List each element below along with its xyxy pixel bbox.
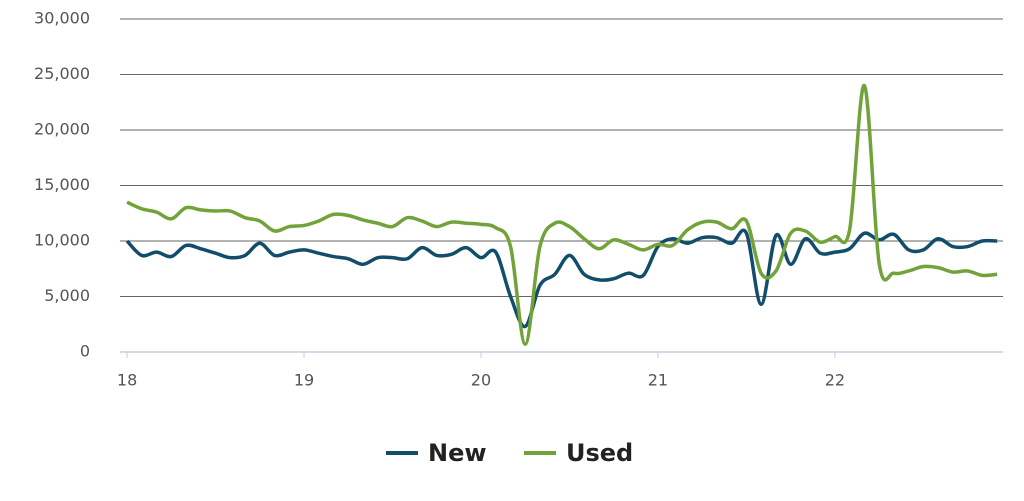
y-tick-label: 0 [80,342,90,361]
y-tick-label: 20,000 [34,120,90,139]
x-tick-label: 19 [294,371,314,390]
y-tick-label: 25,000 [34,64,90,83]
y-tick-label: 5,000 [44,286,90,305]
line-series [125,228,998,329]
x-tick-label: 22 [825,371,845,390]
x-tick-label: 20 [471,371,491,390]
legend-text: New [428,439,487,467]
line-series [126,83,998,346]
x-tick-label: 18 [117,371,137,390]
x-tick-label: 21 [648,371,668,390]
y-tick-label: 30,000 [34,9,90,28]
y-tick-label: 15,000 [34,175,90,194]
y-tick-label: 10,000 [34,231,90,250]
legend-text: Used [566,439,633,467]
